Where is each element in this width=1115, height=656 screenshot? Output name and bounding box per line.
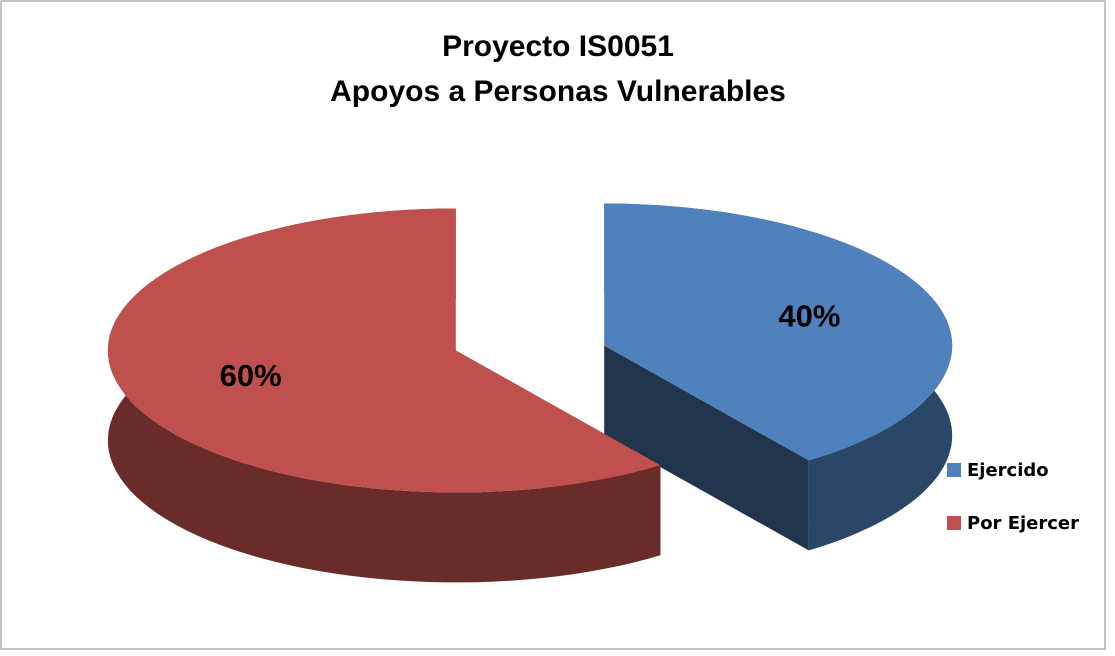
legend-swatch [947, 463, 961, 477]
slice [604, 203, 953, 461]
data-label: 40% [778, 299, 840, 334]
chart-title: Proyecto IS0051 [442, 30, 674, 63]
legend-swatch [947, 516, 961, 530]
slice-side [604, 345, 809, 551]
data-label: 60% [220, 358, 282, 393]
chart-title: Apoyos a Personas Vulnerables [330, 75, 786, 108]
legend-label: Por Ejercer [967, 513, 1079, 534]
slice [107, 208, 661, 493]
legend-label: Ejercido [967, 460, 1049, 481]
